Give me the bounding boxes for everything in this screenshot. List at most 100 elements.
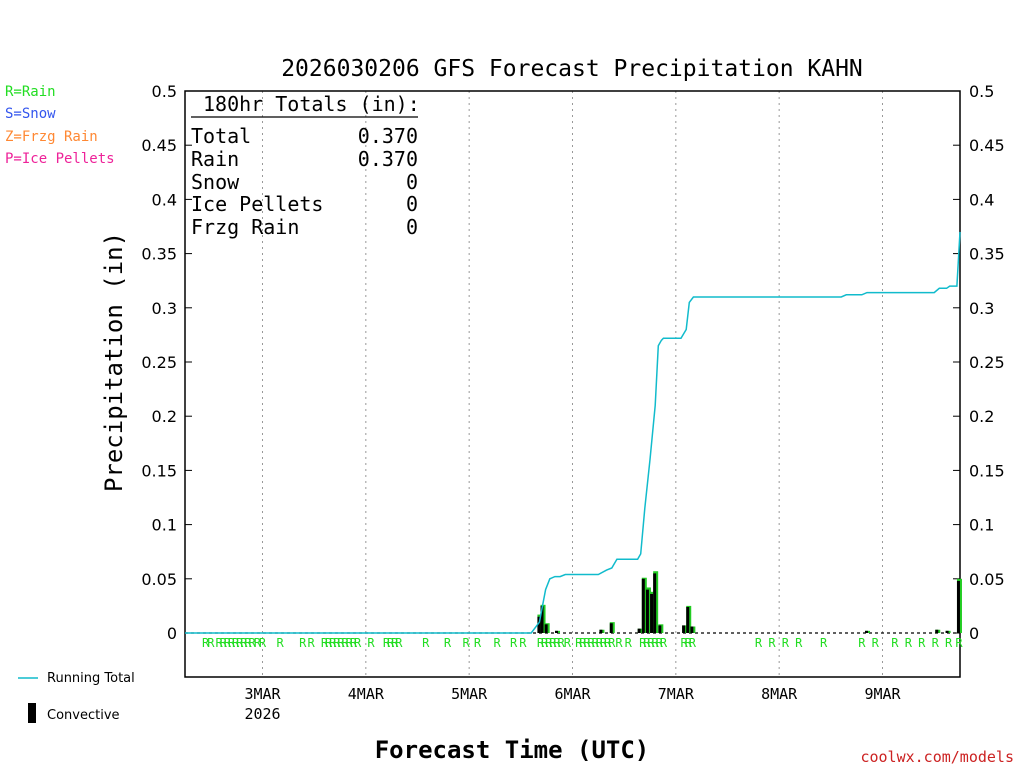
rain-marker: R (254, 636, 262, 650)
rain-marker: R (647, 636, 655, 650)
convective-bar (956, 580, 960, 633)
y-tick-label-right: 0.25 (969, 353, 1005, 372)
y-tick-label-left: 0.3 (152, 299, 177, 318)
y-tick-label-left: 0.5 (152, 82, 177, 101)
totals-label-ice-pellets: Ice Pellets (191, 192, 323, 216)
rain-marker: R (236, 636, 244, 650)
rain-marker: R (905, 636, 913, 650)
running-total-legend-label: Running Total (47, 671, 135, 686)
rain-marker: R (689, 636, 697, 650)
y-tick-label-right: 0.35 (969, 245, 1005, 264)
totals-value-ice-pellets: 0 (406, 192, 418, 216)
x-tick-label: 8MAR (761, 685, 798, 703)
plot-frame (184, 90, 961, 678)
convective-bar (690, 626, 694, 633)
rain-marker: R (625, 636, 633, 650)
rain-marker: R (215, 636, 223, 650)
rain-marker: R (493, 636, 501, 650)
rain-marker: R (307, 636, 315, 650)
convective-bar (650, 593, 654, 633)
precip-bars (537, 571, 962, 633)
precip-type-legend: R=Rain S=Snow Z=Frzg Rain P=Ice Pellets (5, 84, 115, 167)
legend-frzg-rain: Z=Frzg Rain (5, 129, 98, 145)
rain-marker: R (820, 636, 828, 650)
rain-marker: R (685, 636, 693, 650)
rain-marker: R (604, 636, 612, 650)
rain-marker: R (224, 636, 232, 650)
credit-link[interactable]: coolwx.com/models (860, 748, 1014, 766)
convective-bar (653, 573, 657, 633)
rain-marker: R (228, 636, 236, 650)
rain-marker: R (367, 636, 375, 650)
convective-legend-label: Convective (47, 708, 120, 723)
rain-marker: R (652, 636, 660, 650)
rain-marker: R (579, 636, 587, 650)
rain-marker: R (680, 636, 688, 650)
y-tick-label-left: 0.15 (141, 461, 177, 480)
rain-marker: R (639, 636, 647, 650)
y-tick-label-right: 0.2 (969, 407, 994, 426)
rain-marker: R (615, 636, 623, 650)
chart-title: 2026030206 GFS Forecast Precipitation KA… (281, 56, 863, 82)
x-tick-label: 6MAR (554, 685, 591, 703)
rain-marker: R (575, 636, 583, 650)
rain-marker: R (244, 636, 252, 650)
rain-marker: R (891, 636, 899, 650)
convective-bar (945, 630, 949, 633)
rain-marker: R (342, 636, 350, 650)
rain-marker: R (945, 636, 953, 650)
convective-bar (537, 616, 541, 633)
rain-marker: R (918, 636, 926, 650)
totals-value-frzg-rain: 0 (406, 215, 418, 239)
rain-marker: R (558, 636, 566, 650)
rain-marker: R (387, 636, 395, 650)
totals-box: 180hr Totals (in): Total 0.370 Rain 0.37… (191, 92, 420, 239)
x-tick-label: 5MAR (451, 685, 488, 703)
rain-marker: R (872, 636, 880, 650)
y-tick-label-right: 0.5 (969, 82, 994, 101)
y-tick-label-right: 0.45 (969, 136, 1005, 155)
totals-value-snow: 0 (406, 170, 418, 194)
convective-bar (544, 624, 548, 633)
rain-marker: R (549, 636, 557, 650)
legend-ice-pellets: P=Ice Pellets (5, 151, 115, 167)
x-tick-label: 7MAR (658, 685, 695, 703)
rain-marker: R (510, 636, 518, 650)
rain-marker: R (207, 636, 215, 650)
x-tick-sublabel: 2026 (244, 705, 280, 723)
y-axis: 0 00.05 0.050.1 0.10.15 0.150.2 0.20.25 0.250.… (141, 82, 1004, 643)
x-axis: 3MAR 2026 4MAR 5MAR 6MAR 7MAR 8MAR 9MAR (244, 685, 901, 723)
totals-label-frzg-rain: Frzg Rain (191, 215, 299, 239)
rain-marker: R (321, 636, 329, 650)
rain-marker: R (592, 636, 600, 650)
y-tick-label-left: 0.05 (141, 570, 177, 589)
convective-swatch (28, 703, 36, 723)
rain-marker: R (202, 636, 210, 650)
rain-marker: R (537, 636, 545, 650)
y-tick-label-left: 0.2 (152, 407, 177, 426)
running-total-line (185, 231, 961, 634)
rain-marker: R (354, 636, 362, 650)
y-tick-label-left: 0.25 (141, 353, 177, 372)
rain-marker: R (600, 636, 608, 650)
convective-bar (645, 589, 649, 633)
x-tick-label: 4MAR (348, 685, 385, 703)
totals-header: 180hr Totals (in): (203, 92, 420, 116)
rain-marker: R (545, 636, 553, 650)
convective-bar (555, 630, 558, 633)
rain-marker: R (232, 636, 240, 650)
convective-bar (540, 605, 544, 633)
rain-marker: R (519, 636, 527, 650)
rain-marker: R (337, 636, 345, 650)
rain-marker: R (656, 636, 664, 650)
rain-marker: R (564, 636, 572, 650)
y-tick-label-right: 0 (969, 624, 979, 643)
rain-marker: R (795, 636, 803, 650)
y-tick-label-left: 0.1 (152, 516, 177, 535)
convective-bar (609, 623, 613, 633)
x-tick-label: 3MAR (244, 685, 281, 703)
totals-value-rain: 0.370 (358, 147, 418, 171)
convective-bar (658, 625, 662, 633)
rain-marker: R (660, 636, 668, 650)
